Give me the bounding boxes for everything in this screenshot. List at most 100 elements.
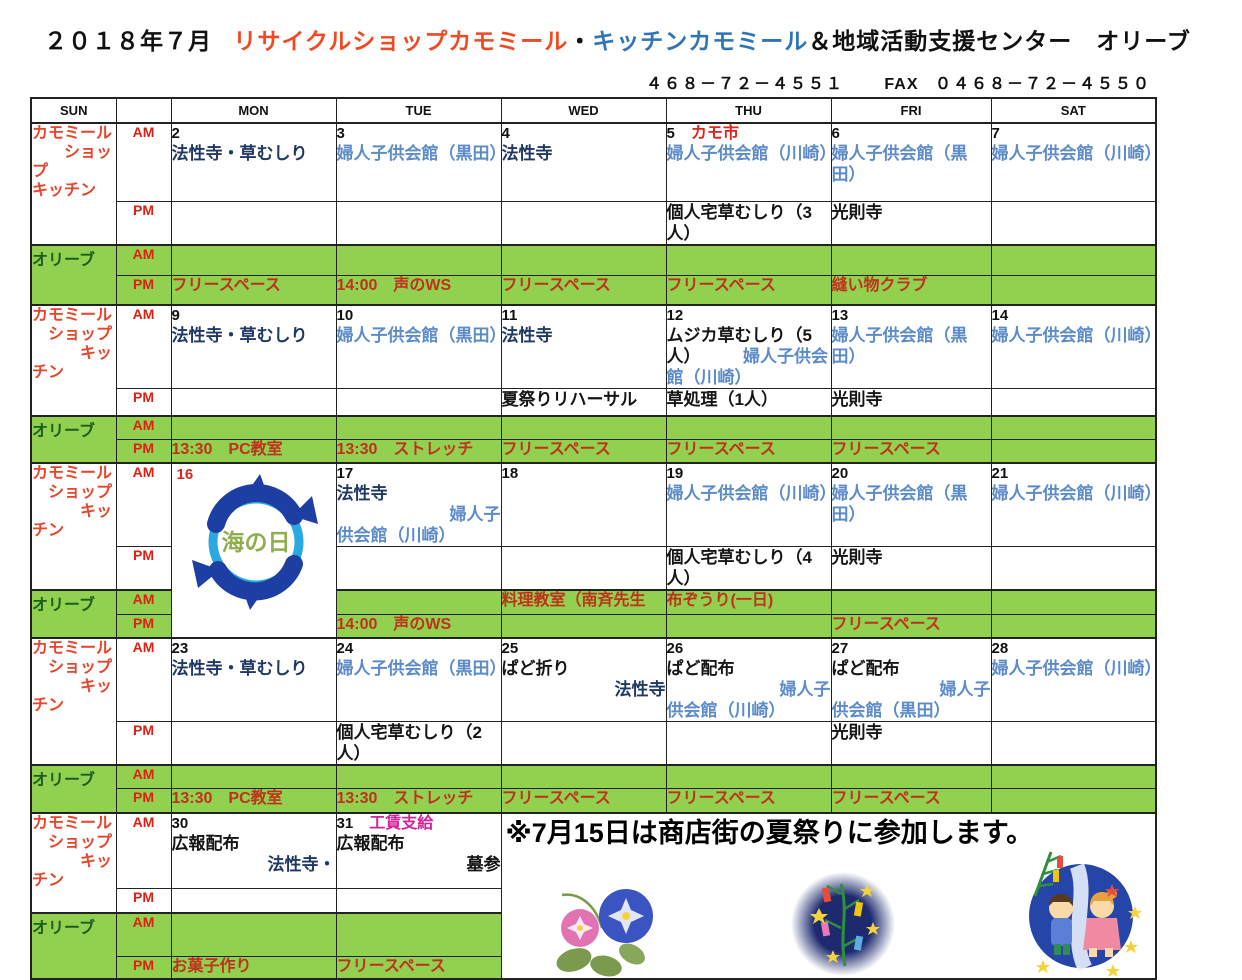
week-2-olive-pm-row: PM 13:30 PC教室 13:30 ストレッチ フリースペース フリースペース フリー… [31, 438, 1157, 464]
day-number: 31 工賃支給 [336, 815, 434, 832]
event-text: 婦人子供会館（黒田） [831, 484, 968, 524]
olive-pm-cell: フリースペース [500, 275, 667, 305]
tanabata-illustration [791, 872, 896, 976]
day-badge: 工賃支給 [369, 815, 434, 832]
olive-am-cell: 料理教室（南斉先生 [500, 589, 667, 615]
day-pm-cell-3 [335, 200, 502, 245]
day-number: 5 カモ市 [666, 125, 739, 142]
olive-am-cell [665, 764, 832, 789]
event-text: フリースペース [501, 440, 611, 458]
morning-glory-illustration [556, 889, 653, 977]
olive-pm-cell [500, 613, 667, 639]
day-number: 30 [171, 815, 189, 832]
contact-line: ４６８－７２－４５５１ FAX ０４６８－７２－４５５０ [30, 70, 1151, 94]
ampm-label: AM [115, 303, 172, 389]
day-pm-cell-6: 光則寺 [830, 200, 992, 245]
event-text: 光則寺 [831, 202, 883, 222]
fax-label: FAX [884, 76, 919, 93]
ampm-label: PM [115, 200, 172, 245]
day-number: 18 [501, 465, 519, 482]
day-pm-cell-11: 夏祭りリハーサル [500, 387, 667, 417]
olive-label: オリーブ [30, 243, 117, 305]
olive-pm-cell [990, 438, 1157, 464]
event-text: 婦人子供会館（黒田） [831, 325, 968, 366]
event-text: 供会館（川崎） [666, 701, 786, 720]
day-pm-cell-30 [170, 887, 337, 914]
olive-am-cell [170, 415, 337, 440]
week-4-pm-row: PM 個人宅草むしり（2人） 光則寺 [31, 721, 1157, 766]
ampm-label: PM [115, 955, 172, 980]
olive-am-cell [990, 415, 1157, 440]
day-number: 9 [171, 306, 180, 324]
day-cell-19: 19 婦人子供会館（川崎） [665, 462, 832, 547]
day-pm-cell-4 [500, 200, 667, 245]
day-pm-cell-24: 個人宅草むしり（2人） [335, 721, 502, 766]
event-text: 光則寺 [831, 548, 883, 567]
day-pm-cell-27: 光則寺 [830, 721, 992, 766]
day-pm-cell-5: 個人宅草むしり（3人） [665, 200, 832, 245]
event-text: 婦人子供会館（川崎） [991, 484, 1156, 503]
day-number: 24 [336, 640, 354, 657]
day-badge: カモ市 [690, 125, 739, 142]
olive-pm-cell: 縫い物クラブ [830, 275, 992, 305]
event-text: フリースペース [666, 789, 776, 807]
event-text: 婦人子供会館（川崎） [666, 144, 831, 163]
day-number: 6 [831, 125, 840, 142]
olive-am-cell [665, 243, 832, 276]
day-cell-14: 14 婦人子供会館（川崎） [990, 303, 1157, 389]
olive-am-cell [500, 243, 667, 276]
day-pm-cell-19: 個人宅草むしり（4人） [665, 546, 832, 591]
day-pm-cell-23 [170, 721, 337, 766]
event-text: ムジカ草むしり（5人） [666, 325, 812, 366]
olive-label: オリーブ [30, 589, 117, 639]
day-cell-7: 7 婦人子供会館（川崎） [990, 122, 1157, 202]
event-text: 草処理（1人） [666, 389, 778, 409]
week-4-olive-pm-row: PM 13:30 PC教室 13:30 ストレッチ フリースペース フリースペース フリー… [31, 787, 1157, 814]
fax-number: ０４６８－７２－４５５０ [934, 76, 1151, 93]
week-5-am-row: カモミール ショップ キッ チン AM 30 広報配布 法性寺・ 31 工賃支給 広報配布 墓参… [30, 812, 1157, 980]
day-number: 2 [171, 125, 180, 142]
event-text: お菓子作り [171, 957, 252, 975]
day-cell-9: 9 法性寺・草むしり [170, 303, 337, 389]
day-pm-cell-25 [500, 721, 667, 766]
olive-am-cell [500, 764, 667, 789]
event-text: 布ぞうり(一日) [666, 592, 774, 609]
day-cell-5: 5 カモ市婦人子供会館（川崎） [665, 122, 832, 202]
page-title: ２０１８年７月 リサイクルショップカモミール・キッチンカモミール＆地域活動支援セ… [44, 22, 1191, 56]
olive-pm-cell: お菓子作り [170, 955, 337, 980]
day-number: 20 [831, 465, 849, 482]
olive-pm-cell [990, 613, 1157, 639]
week-4-olive-am-row: オリーブ AM [30, 764, 1157, 814]
event-text: 13:30 ストレッチ [336, 440, 474, 458]
event-text: 婦人子供会館（川崎） [991, 144, 1156, 163]
event-text: 光則寺 [831, 723, 883, 742]
olive-pm-cell: 13:30 ストレッチ [335, 787, 502, 814]
olive-pm-cell: 13:30 ストレッチ [335, 438, 502, 464]
event-text: フリースペース [501, 277, 611, 294]
event-text: 法性寺 [336, 484, 388, 503]
event-text: 婦人子 [779, 680, 831, 699]
notice-cell: ※7月15日は商店街の夏祭りに参加します。 [500, 812, 1157, 980]
weekday-fri: FRI [830, 97, 992, 124]
olive-pm-cell: フリースペース [665, 275, 832, 305]
olive-am-cell [830, 415, 992, 440]
event-text: 婦人子供会館（川崎） [666, 346, 828, 387]
olive-pm-cell: フリースペース [665, 787, 832, 814]
day-number: 28 [991, 640, 1009, 657]
event-text: 婦人子供会館（黒田） [336, 659, 501, 678]
week-3-olive-pm-row: PM 14:00 声のWS フリースペース [31, 613, 1157, 639]
title-shop-recycle: リサイクルショップカモミール [233, 28, 569, 54]
weekday-blank [115, 97, 172, 124]
day-number: 21 [991, 465, 1009, 482]
olive-am-cell [500, 415, 667, 440]
day-number: 10 [336, 306, 354, 324]
day-cell-28: 28 婦人子供会館（川崎） [990, 637, 1157, 722]
ampm-label: PM [115, 387, 172, 417]
olive-am-cell [990, 589, 1157, 615]
ampm-label: PM [115, 721, 172, 766]
event-text: 縫い物クラブ [831, 277, 928, 294]
olive-am-cell [170, 243, 337, 276]
ampm-label: AM [115, 122, 172, 202]
event-text: 婦人子供会館（黒田） [831, 144, 968, 184]
day-pm-cell-9 [170, 387, 337, 417]
